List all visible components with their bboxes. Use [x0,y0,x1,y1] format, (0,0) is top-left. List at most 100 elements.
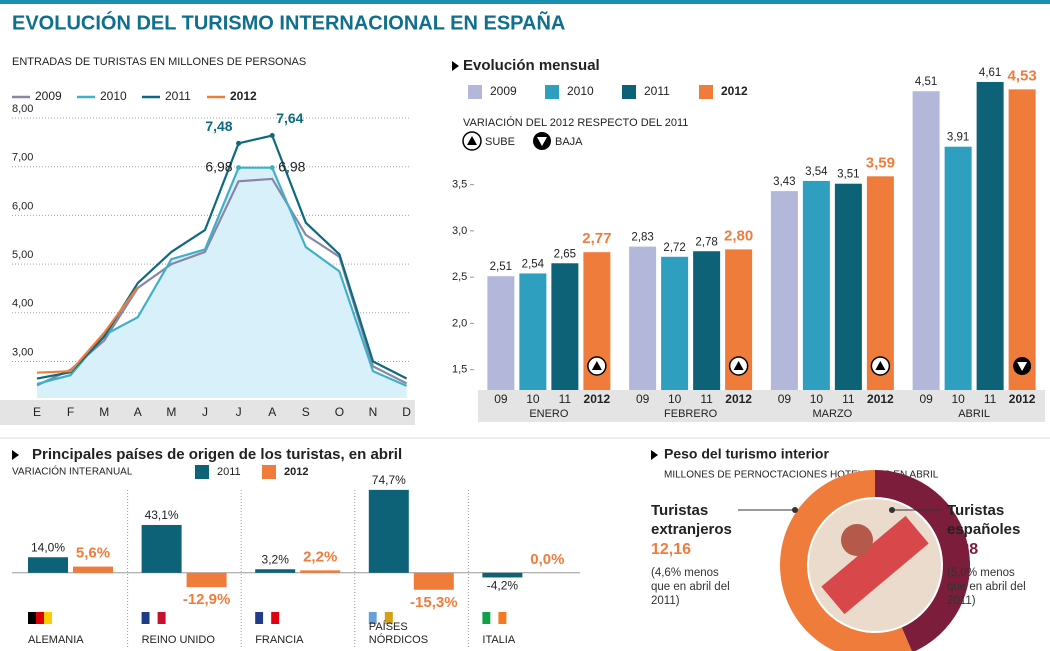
bar [73,567,113,573]
bar [1009,89,1036,390]
flag [36,612,44,624]
value-label: 5,6% [76,545,110,562]
x-tick-label: PAÍSES NÓRDICOS [369,621,447,647]
value-label: -12,9% [183,591,231,608]
legend-label: 2011 [165,89,191,103]
bar [142,525,182,573]
legend-swatch [262,465,276,479]
value-label: 2,83 [631,232,653,244]
bar [487,276,514,390]
legend-label: 2010 [567,84,594,98]
y-tick-label: 6,00 [12,200,33,212]
bar-label: 09 [778,392,792,406]
flag [482,612,490,624]
bar-label: 2012 [725,392,752,406]
legend-swatch [468,85,482,99]
value-label: 2,72 [663,242,685,254]
bar [414,573,454,590]
x-tick-label: FEBRERO [664,408,718,420]
bar-label: 10 [668,392,682,406]
point [236,141,241,146]
bar [771,191,798,390]
value-label: 7,64 [276,110,303,126]
value-label: 6,98 [205,158,232,174]
area [37,168,407,398]
annotation: VARIACIÓN DEL 2012 RESPECTO DEL 2011 [463,116,688,129]
x-tick-label: A [268,405,276,419]
pointer [452,61,459,71]
x-tick-label: N [369,405,378,419]
bar [300,570,340,572]
bar [693,251,720,390]
y-tick-label: 1,5 [452,364,467,376]
flag [490,612,498,624]
bar-label: 09 [494,392,508,406]
y-tick-label: 2,0 [452,317,467,329]
value-label: 2,80 [724,227,753,244]
value-label: 3,2% [262,552,290,566]
note: (5,0% menos que en abril del 2011) [947,566,1037,608]
flag [158,612,166,624]
value-label: 2,78 [695,236,717,248]
bar-label: 10 [526,392,540,406]
x-tick-label: M [166,405,176,419]
value-label: 3,51 [837,169,859,181]
note: (4,6% menos que en abril del 2011) [651,566,736,608]
flag [150,612,158,624]
value-label: 3,43 [773,176,795,188]
x-tick-label: S [302,405,310,419]
pointer [12,450,19,460]
value-label: 4,53 [1008,67,1037,84]
legend-swatch [545,85,559,99]
value-label: 2,77 [582,230,611,247]
bar [977,82,1004,390]
value-label: 4,51 [915,76,937,88]
y-tick-label: 5,00 [12,249,33,261]
x-tick-label: D [402,405,411,419]
y-tick-label: 3,0 [452,225,467,237]
x-tick-label: M [99,405,109,419]
value-label: 14,0% [31,540,65,554]
bar [255,569,295,573]
bar [661,257,688,390]
bar [629,247,656,390]
flag [44,612,52,624]
value-label: 7,48 [205,118,232,134]
legend-swatch [195,465,209,479]
x-tick-label: F [67,405,74,419]
value-label: 0,0% [530,551,564,568]
bar [369,490,409,573]
x-tick-label: O [335,405,344,419]
bar [835,184,862,390]
legend-swatch [699,85,713,99]
value-label: 43,1% [145,508,179,522]
x-tick-label: J [236,405,242,419]
chart-title: Evolución mensual [463,57,600,74]
value-label: -4,2% [487,579,519,593]
value-label: 74,7% [372,473,406,487]
y-tick-label: 3,00 [12,346,33,358]
x-tick-label: ALEMANIA [28,634,106,647]
trend-legend-label: BAJA [555,136,583,148]
bar-label: 09 [636,392,650,406]
bar-label: 09 [919,392,933,406]
flag [142,612,150,624]
y-tick-label: 3,5 [452,179,467,191]
value-label: -15,3% [410,594,458,611]
bar-label: 10 [810,392,824,406]
value-label: 2,51 [490,261,512,273]
infographic: EVOLUCIÓN DEL TURISMO INTERNACIONAL EN E… [0,0,1050,651]
value-label: 3,91 [947,132,969,144]
flag [271,612,279,624]
bar-label: 11 [559,392,572,406]
chart-title: Peso del turismo interior [664,446,829,462]
bar-label: 11 [700,392,713,406]
photo [841,524,873,556]
legend-label: 2012 [284,466,308,478]
value-label: 2,2% [303,548,337,565]
legend-label: 2009 [490,84,517,98]
bar [551,263,578,390]
canvas: EVOLUCIÓN DEL TURISMO INTERNACIONAL EN E… [0,0,1050,651]
category-label: Turistas españoles [947,501,1042,539]
connector-dot [889,507,895,513]
